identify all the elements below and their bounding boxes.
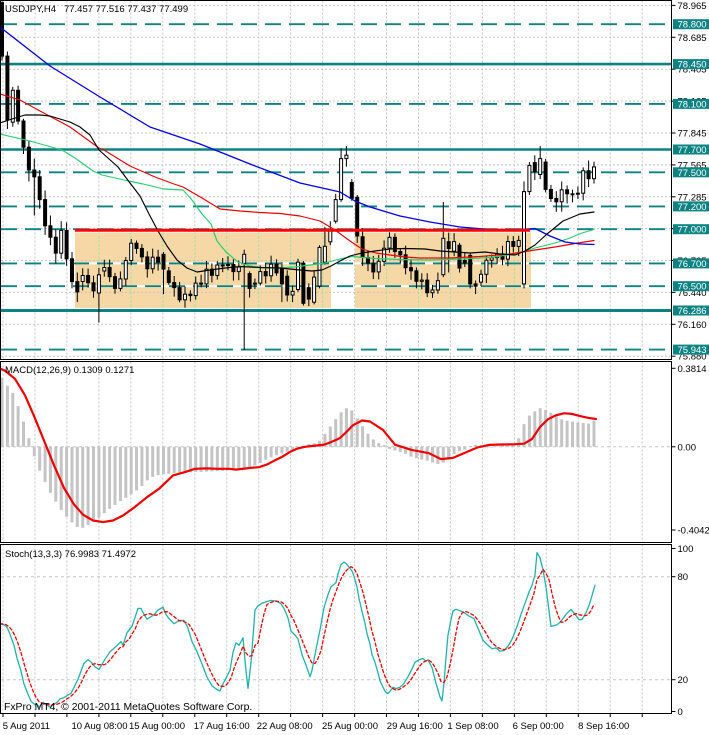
svg-text:-0.4042: -0.4042 — [678, 526, 709, 537]
svg-text:78.100: 78.100 — [678, 99, 707, 110]
svg-text:1 Sep 08:00: 1 Sep 08:00 — [447, 721, 498, 732]
svg-text:0.00: 0.00 — [678, 442, 697, 453]
svg-text:6 Sep 00:00: 6 Sep 00:00 — [513, 721, 564, 732]
svg-text:FxPro MT4, © 2001-2011 MetaQuo: FxPro MT4, © 2001-2011 MetaQuotes Softwa… — [4, 702, 252, 713]
svg-text:78.685: 78.685 — [678, 33, 707, 44]
svg-text:77.845: 77.845 — [678, 129, 707, 140]
svg-text:78.800: 78.800 — [678, 20, 707, 31]
svg-text:0.3814: 0.3814 — [678, 364, 707, 375]
svg-text:76.500: 76.500 — [678, 282, 707, 293]
svg-text:77.700: 77.700 — [678, 145, 707, 156]
svg-text:20: 20 — [678, 675, 689, 686]
svg-text:25 Aug 00:00: 25 Aug 00:00 — [322, 721, 378, 732]
svg-text:10 Aug 08:00: 10 Aug 08:00 — [72, 721, 128, 732]
svg-text:75.943: 75.943 — [678, 345, 707, 356]
svg-text:78.450: 78.450 — [678, 60, 707, 71]
svg-text:75.880: 75.880 — [678, 352, 707, 363]
svg-text:MACD(12,26,9) 0.1309 0.1271: MACD(12,26,9) 0.1309 0.1271 — [5, 365, 134, 376]
svg-text:100: 100 — [678, 544, 694, 555]
svg-text:76.160: 76.160 — [678, 320, 707, 331]
svg-text:77.000: 77.000 — [678, 225, 707, 236]
svg-text:29 Aug 16:00: 29 Aug 16:00 — [387, 721, 443, 732]
svg-text:22 Aug 08:00: 22 Aug 08:00 — [257, 721, 313, 732]
svg-text:76.440: 76.440 — [678, 288, 707, 299]
svg-text:78.965: 78.965 — [678, 1, 707, 12]
svg-text:8 Sep 16:00: 8 Sep 16:00 — [578, 721, 629, 732]
svg-text:76.700: 76.700 — [678, 259, 707, 270]
svg-text:77.285: 77.285 — [678, 192, 707, 203]
svg-text:0: 0 — [678, 707, 683, 718]
svg-text:17 Aug 16:00: 17 Aug 16:00 — [194, 721, 250, 732]
svg-text:77.200: 77.200 — [678, 202, 707, 213]
svg-text:77.565: 77.565 — [678, 160, 707, 171]
svg-text:15 Aug 00:00: 15 Aug 00:00 — [129, 721, 185, 732]
svg-text:5 Aug 2011: 5 Aug 2011 — [3, 721, 50, 732]
svg-text:76.286: 76.286 — [678, 306, 707, 317]
svg-text:77.500: 77.500 — [678, 168, 707, 179]
svg-text:80: 80 — [678, 572, 689, 583]
svg-text:78.405: 78.405 — [678, 65, 707, 76]
svg-text:Stoch(13,3,3) 76.9983 71.4972: Stoch(13,3,3) 76.9983 71.4972 — [5, 549, 136, 560]
svg-text:USDJPY,H4 77.457 77.516 77.4: USDJPY,H4 77.457 77.516 77.437 77.499 — [5, 4, 188, 15]
